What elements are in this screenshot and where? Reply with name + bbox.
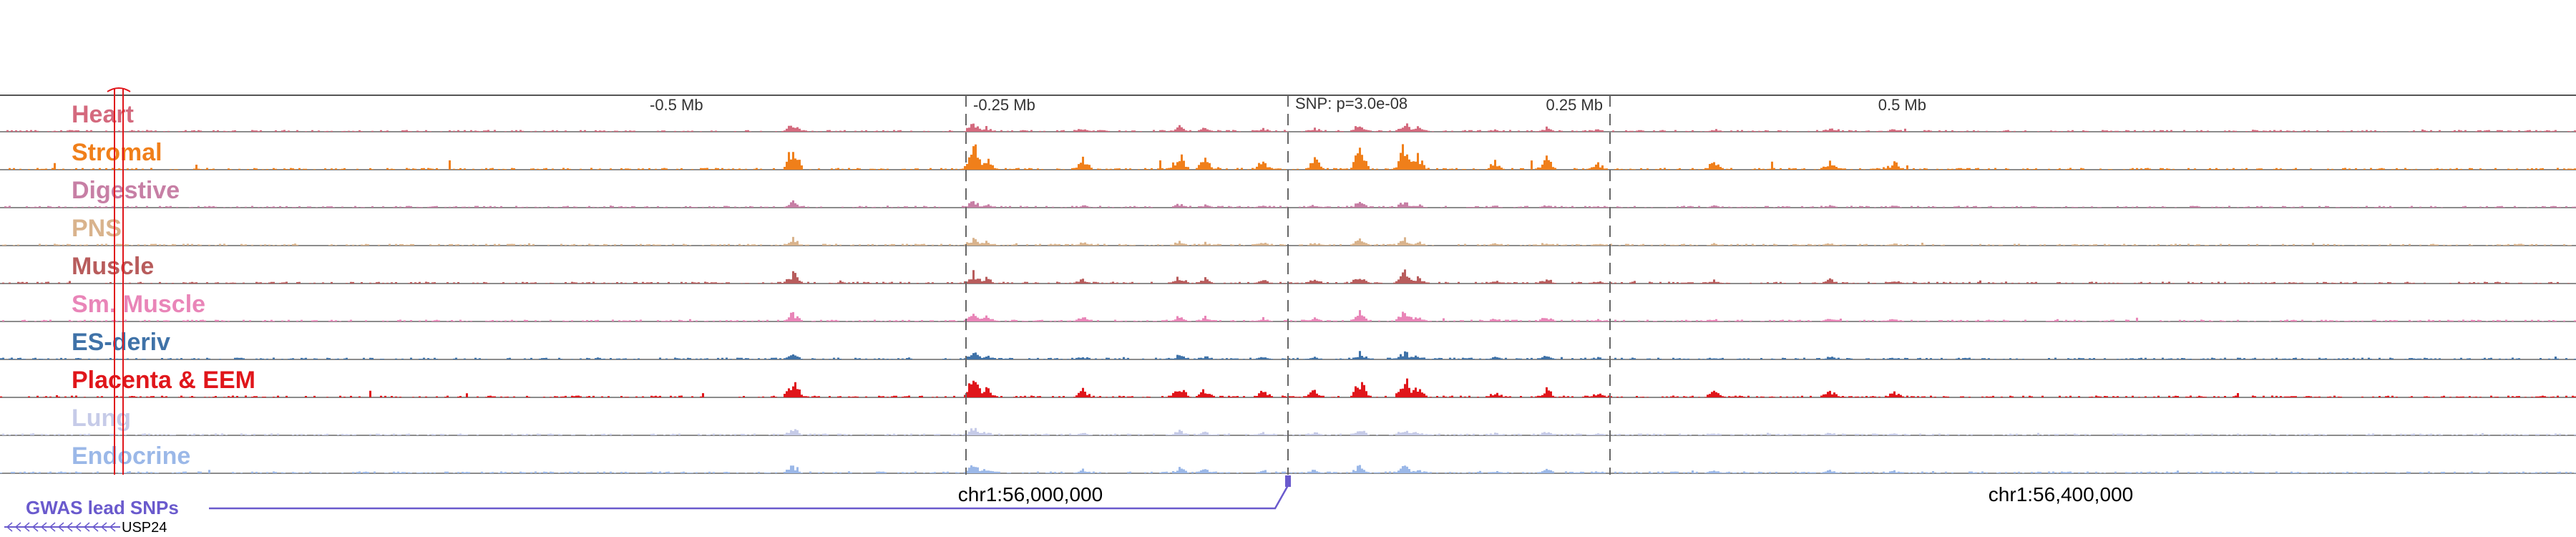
ruler-tick-label: -0.5 Mb <box>650 96 703 114</box>
coordinate-label: chr1:56,400,000 <box>1989 483 2133 505</box>
gwas-connector <box>209 485 1289 510</box>
overlay <box>107 87 1611 475</box>
ruler-tick-label: 0.5 Mb <box>1878 96 1926 114</box>
gwas-snp-marker <box>1285 475 1291 487</box>
track-label: Heart <box>72 101 134 128</box>
signal-bars <box>6 123 2576 132</box>
track-label: Endocrine <box>72 442 190 470</box>
signal-bars <box>0 351 2576 359</box>
signal-bars <box>0 465 2576 473</box>
signal-path <box>2 310 2576 321</box>
signal-bars <box>9 144 2576 170</box>
highlight-cap <box>107 87 131 92</box>
signal-bars <box>2 310 2576 321</box>
signal-path <box>0 465 2576 473</box>
track-label: PNS <box>72 215 122 242</box>
coordinate-label: chr1:56,000,000 <box>958 483 1103 505</box>
track-label: Lung <box>72 405 131 432</box>
track-label: Muscle <box>72 253 154 280</box>
signal-path <box>9 144 2576 170</box>
track-label: Stromal <box>72 139 162 166</box>
ruler-tick-label: -0.25 Mb <box>973 96 1035 114</box>
gwas-track-label: GWAS lead SNPs <box>26 497 179 518</box>
ruler-tick-label: 0.25 Mb <box>1546 96 1604 114</box>
track-label: ES-deriv <box>72 329 170 356</box>
signal-path <box>4 200 2576 208</box>
signal-bars <box>2 236 2572 246</box>
signal-path <box>0 351 2576 359</box>
signal-path <box>2 236 2572 246</box>
signal-bars <box>2 427 2576 435</box>
track-label: Digestive <box>72 177 180 204</box>
signal-path <box>2 427 2576 435</box>
signal-path <box>6 123 2576 132</box>
signal-bars <box>2 269 2570 284</box>
track-label: Sm. Muscle <box>72 291 205 318</box>
track-label: Placenta & EEM <box>72 367 255 394</box>
strand-arrows <box>6 522 116 532</box>
snp-label: SNP: p=3.0e-08 <box>1295 95 1407 112</box>
annotation-area: chr1:56,000,000 chr1:56,400,000 GWAS lead … <box>4 475 2133 536</box>
signal-path <box>2 269 2570 284</box>
signal-bars <box>4 200 2576 208</box>
gene-label: USP24 <box>122 520 167 536</box>
